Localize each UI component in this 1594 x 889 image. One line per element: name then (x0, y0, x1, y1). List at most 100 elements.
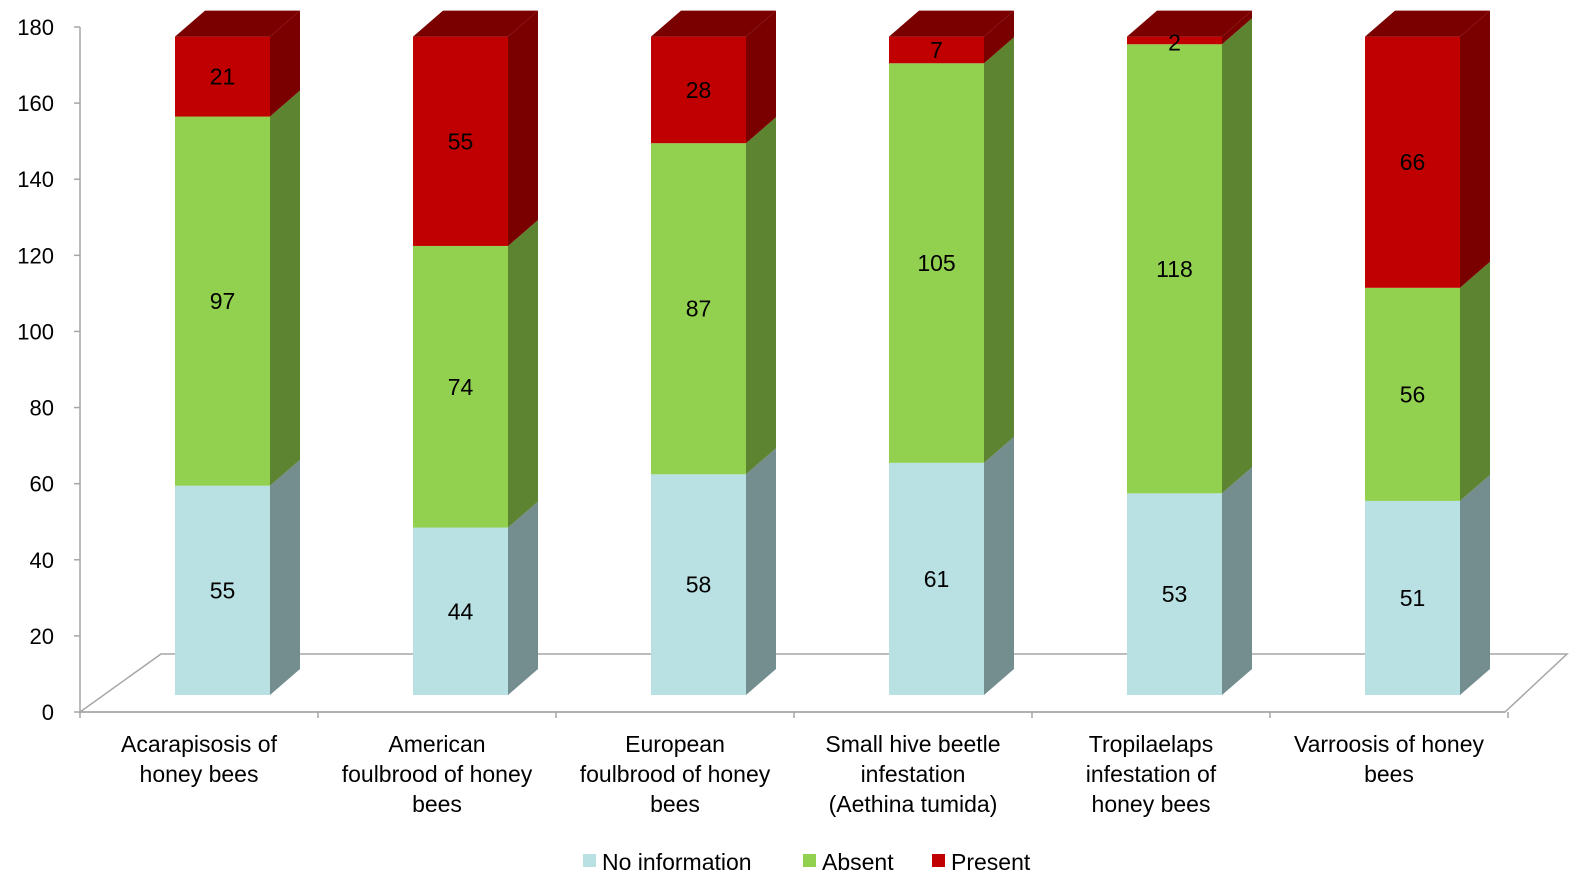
legend-swatch (803, 854, 816, 867)
bar-side (508, 219, 538, 528)
bar-stack (1365, 10, 1490, 695)
y-tick-label: 80 (30, 396, 54, 421)
bar (889, 36, 984, 64)
category-label-line: European (625, 731, 725, 757)
legend-swatch (583, 854, 596, 867)
data-label: 105 (917, 250, 955, 276)
bar (1365, 287, 1460, 501)
bar-stack (1127, 10, 1252, 695)
category-label-line: Small hive beetle (825, 731, 1000, 757)
bar-stack (413, 10, 538, 695)
data-label: 55 (448, 128, 474, 154)
data-label: 28 (686, 77, 712, 103)
data-label: 74 (448, 374, 474, 400)
bar-top (175, 10, 300, 37)
bar-side (508, 10, 538, 246)
y-tick-label: 100 (17, 319, 54, 344)
y-tick-label: 120 (17, 243, 54, 268)
bar-top (1127, 10, 1252, 37)
chart-bars (175, 10, 1490, 695)
category-label: Varroosis of honey bees (1294, 731, 1485, 787)
bar-side (984, 10, 1014, 64)
legend-label: No information (602, 849, 752, 875)
bar (889, 462, 984, 695)
bar-side (1222, 10, 1252, 45)
category-label-line: Tropilaelaps (1089, 731, 1213, 757)
category-label: American foulbrood of honey bees (342, 731, 533, 817)
bar-side (1460, 474, 1490, 695)
category-label: Acarapisosis of honey bees (121, 731, 278, 787)
legend: No information Absent Present (583, 849, 1031, 875)
bar (651, 36, 746, 144)
data-label: 56 (1400, 381, 1426, 407)
data-label: 87 (686, 296, 712, 322)
data-label: 55 (210, 577, 236, 603)
bar-side (270, 10, 300, 117)
chart-axes: 0 20 40 60 80 100 120 140 160 180 (17, 15, 1509, 725)
data-label: 2 (1168, 30, 1181, 56)
y-tick-label: 160 (17, 91, 54, 116)
category-label-line: honey bees (140, 761, 259, 787)
data-label: 44 (448, 598, 474, 624)
bar-top (889, 10, 1014, 37)
data-label: 118 (1156, 256, 1193, 282)
bar-top (651, 10, 776, 37)
bar (175, 485, 270, 695)
category-label-line: bees (412, 791, 462, 817)
data-labels: 55 97 21 44 74 55 58 87 28 61 105 7 53 118 2 51 56 66 (210, 30, 1426, 625)
y-tick-label: 40 (30, 548, 54, 573)
bar-side (1460, 10, 1490, 288)
bar (1365, 500, 1460, 695)
bar-side (984, 37, 1014, 463)
bar-side (508, 501, 538, 695)
category-label-line: infestation (861, 761, 966, 787)
legend-label: Present (951, 849, 1031, 875)
bar-side (1460, 261, 1490, 501)
category-label-line: bees (650, 791, 700, 817)
bar-top (413, 10, 538, 37)
data-label: 7 (930, 37, 943, 63)
category-label-line: bees (1364, 761, 1414, 787)
legend-swatch (932, 854, 945, 867)
bar-stack (651, 10, 776, 695)
y-tick-label: 20 (30, 624, 54, 649)
category-label-line: Acarapisosis of (121, 731, 278, 757)
bar (1127, 36, 1222, 45)
bar-side (984, 436, 1014, 695)
data-label: 61 (924, 566, 950, 592)
data-label: 66 (1400, 149, 1426, 175)
category-label-line: foulbrood of honey (342, 761, 533, 787)
bar-side (746, 448, 776, 695)
bar (651, 143, 746, 475)
y-tick-label: 180 (17, 15, 54, 40)
y-tick-label: 60 (30, 472, 54, 497)
y-tick-label: 140 (17, 167, 54, 192)
bar (1365, 36, 1460, 288)
floor-plane (77, 653, 1569, 713)
category-label: Tropilaelaps infestation of honey bees (1086, 731, 1217, 817)
category-label-line: honey bees (1092, 791, 1211, 817)
bar (413, 245, 508, 528)
bar-side (270, 90, 300, 486)
bar (413, 36, 508, 246)
category-label-line: foulbrood of honey (580, 761, 771, 787)
bar (413, 527, 508, 695)
bar (1127, 493, 1222, 695)
bar-stack (889, 10, 1014, 695)
legend-label: Absent (822, 849, 894, 875)
bar-side (746, 117, 776, 475)
data-label: 21 (210, 64, 236, 90)
bar-side (270, 459, 300, 695)
category-label: Small hive beetle infestation (Aethina tum… (825, 731, 1000, 817)
category-labels: Acarapisosis of honey bees American foulbro… (121, 731, 1485, 817)
bar (175, 116, 270, 486)
data-label: 97 (210, 288, 236, 314)
bar (1127, 44, 1222, 494)
bar (175, 36, 270, 117)
y-tick-label: 0 (42, 700, 54, 725)
category-label-line: infestation of (1086, 761, 1217, 787)
bar-side (1222, 18, 1252, 494)
bar-stack (175, 10, 300, 695)
category-label-line: (Aethina tumida) (829, 791, 998, 817)
